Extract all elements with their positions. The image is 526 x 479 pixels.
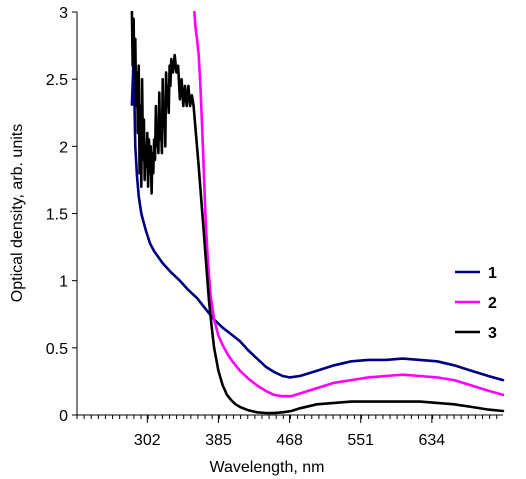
y-tick-label: 1 [59, 274, 68, 291]
x-tick-label: 468 [276, 432, 303, 449]
x-axis-title: Wavelength, nm [209, 459, 324, 476]
legend-label-1: 1 [488, 265, 497, 282]
y-tick-label: 2 [59, 139, 68, 156]
plot-lines [130, 11, 505, 415]
x-tick-label: 551 [347, 432, 374, 449]
series-line-1 [130, 57, 505, 382]
y-tick-label: 1.5 [46, 207, 68, 224]
axes: 0 0.5 1 1.5 2 2.5 3 302 385 468 551 634 [46, 5, 503, 449]
x-tick-label: 634 [419, 432, 446, 449]
series-line-2 [193, 11, 505, 398]
y-tick-label: 2.5 [46, 72, 68, 89]
legend-label-3: 3 [488, 325, 497, 342]
y-tick-label: 0 [59, 408, 68, 425]
series-line-3 [130, 11, 505, 415]
legend: 1 2 3 [455, 265, 497, 342]
x-tick-label: 385 [205, 432, 232, 449]
y-tick-label: 3 [59, 5, 68, 22]
legend-label-2: 2 [488, 295, 497, 312]
y-tick-label: 0.5 [46, 341, 68, 358]
y-axis-title: Optical density, arb. units [9, 124, 26, 302]
x-tick-label: 302 [134, 432, 161, 449]
